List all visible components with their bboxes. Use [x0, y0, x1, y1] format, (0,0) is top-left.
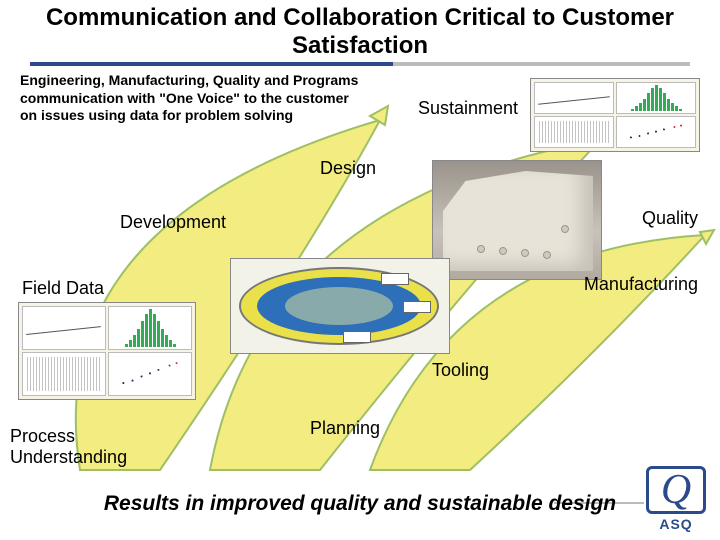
- slide-title: Communication and Collaboration Critical…: [0, 4, 720, 59]
- label-development: Development: [120, 212, 226, 233]
- title-underline: [30, 62, 690, 66]
- label-manufacturing: Manufacturing: [584, 274, 698, 295]
- mini-chart-panel: [108, 306, 192, 350]
- cad-ellipse: [285, 287, 393, 325]
- figure-capability-chart-left: [18, 302, 196, 400]
- mini-chart-panel: [22, 306, 106, 350]
- label-process-line2: Understanding: [10, 447, 127, 467]
- mini-chart-panel: [534, 82, 614, 114]
- figure-cad-section: [230, 258, 450, 354]
- mini-chart-panel: [616, 116, 696, 148]
- mini-chart-panel: [616, 82, 696, 114]
- asq-logo-letter: Q: [661, 469, 691, 511]
- label-tooling: Tooling: [432, 360, 489, 381]
- result-statement: Results in improved quality and sustaina…: [0, 492, 720, 516]
- slide-subtitle: Engineering, Manufacturing, Quality and …: [20, 72, 360, 125]
- mini-chart-panel: [534, 116, 614, 148]
- label-planning: Planning: [310, 418, 380, 439]
- slide: Communication and Collaboration Critical…: [0, 0, 720, 540]
- figure-capability-chart-top: [530, 78, 700, 152]
- cad-callout: [403, 301, 431, 313]
- asq-logo-text: ASQ: [646, 516, 706, 532]
- photo-part-shape: [443, 171, 593, 271]
- cad-callout: [381, 273, 409, 285]
- label-field-data: Field Data: [22, 278, 104, 299]
- label-process-line1: Process: [10, 426, 75, 446]
- figure-product-photo: [432, 160, 602, 280]
- mini-chart-grid: [19, 303, 195, 399]
- label-sustainment: Sustainment: [418, 98, 518, 119]
- label-process-understanding: Process Understanding: [10, 426, 127, 467]
- asq-logo: Q ASQ: [646, 466, 706, 532]
- photo-inner: [433, 161, 601, 279]
- asq-logo-box: Q: [646, 466, 706, 514]
- cad-inner: [231, 259, 449, 353]
- label-design: Design: [320, 158, 376, 179]
- cad-callout: [343, 331, 371, 343]
- label-quality: Quality: [642, 208, 698, 229]
- mini-chart-panel: [22, 352, 106, 396]
- mini-chart-grid: [531, 79, 699, 151]
- mini-chart-panel: [108, 352, 192, 396]
